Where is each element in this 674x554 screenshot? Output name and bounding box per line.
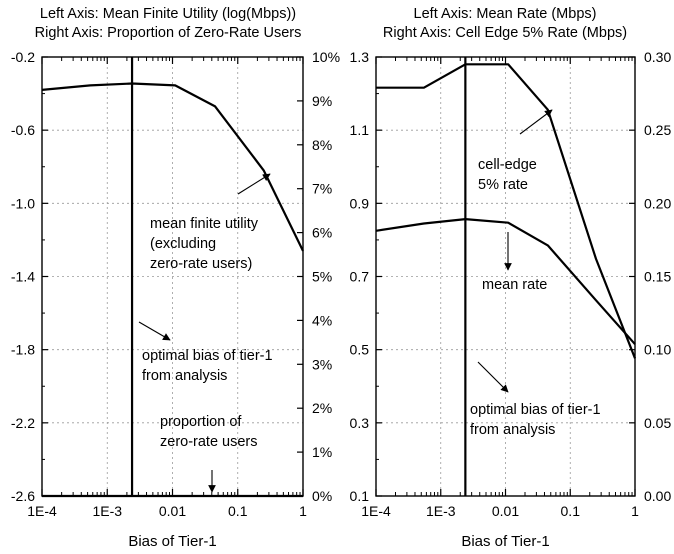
panel2-annotation-3-text: from analysis — [470, 422, 555, 438]
panel1-annotation-2-text: optimal bias of tier-1 — [142, 348, 273, 364]
panel2-series-2-line — [376, 63, 637, 359]
panel2-x-tick-label: 0.01 — [492, 503, 519, 519]
right-title-line-2: Right Axis: Cell Edge 5% Rate (Mbps) — [382, 25, 628, 41]
panel1-y2-tick-label: 2% — [312, 400, 332, 416]
panel1-y-tick-label: -2.6 — [11, 488, 35, 504]
panel1-y2-tick-label: 3% — [312, 356, 332, 372]
panel2-y2-tick-label: 0.05 — [644, 415, 671, 431]
panel1-y2-tick-label: 7% — [312, 181, 332, 197]
panel2-x-tick-label: 1 — [631, 503, 639, 519]
panel1-annotation-3-text: proportion of — [160, 414, 242, 430]
panel2-x-tick-label: 1E-4 — [361, 503, 391, 519]
panel2-y-tick-label: 1.3 — [350, 49, 370, 65]
panel1-x-tick-label: 0.01 — [159, 503, 186, 519]
panel2-x-axis-label: Bias of Tier-1 — [461, 533, 549, 550]
panel1-y-tick-label: -0.2 — [11, 49, 35, 65]
panel1-annotation-1-text: (excluding — [150, 236, 216, 252]
left-title-line-1: Left Axis: Mean Finite Utility (log(Mbps… — [39, 6, 297, 22]
panel1-x-tick-label: 1 — [299, 503, 307, 519]
panel2-annotation-1-arrow — [519, 109, 553, 135]
panel2-annotation-2-text: mean rate — [482, 277, 547, 293]
panel2-x-tick-label: 1E-3 — [426, 503, 456, 519]
panel2-y-tick-label: 0.7 — [350, 269, 370, 285]
panel2-y-tick-label: 0.9 — [350, 195, 370, 211]
right-title-line-1: Left Axis: Mean Rate (Mbps) — [413, 6, 597, 22]
panel1-x-axis-label: Bias of Tier-1 — [128, 533, 216, 550]
panel1-y2-tick-label: 8% — [312, 137, 332, 153]
panel1-x-tick-label: 1E-3 — [92, 503, 122, 519]
panel1-annotation-2-text: from analysis — [142, 368, 227, 384]
panel2-annotation-1-text: cell-edge — [478, 157, 537, 173]
panel2-annotation-1-text: 5% rate — [478, 177, 528, 193]
panel1-series-1-line — [41, 82, 304, 252]
panel2-y2-tick-label: 0.20 — [644, 195, 671, 211]
panel1-annotation-1-text: zero-rate users) — [150, 256, 252, 272]
panel1-y2-tick-label: 4% — [312, 312, 332, 328]
panel2-y2-tick-label: 0.15 — [644, 269, 671, 285]
panel1-y-tick-label: -0.6 — [11, 122, 35, 138]
panel2-y-tick-label: 0.3 — [350, 415, 370, 431]
panel1-annotation-2-arrow — [138, 321, 171, 341]
left-title-line-2: Right Axis: Proportion of Zero-Rate User… — [34, 25, 302, 41]
panel1-annotation-3-text: zero-rate users — [160, 434, 258, 450]
panel1-annotation-1-arrow — [237, 173, 271, 195]
panel2-y2-tick-label: 0.00 — [644, 488, 671, 504]
panel2-y-tick-label: 0.5 — [350, 342, 370, 358]
panel1-y2-tick-label: 5% — [312, 269, 332, 285]
panel1-y-tick-label: -2.2 — [11, 415, 35, 431]
panel1-y-tick-label: -1.0 — [11, 195, 35, 211]
panel2-y2-tick-label: 0.10 — [644, 342, 671, 358]
panel1-y2-tick-label: 0% — [312, 488, 332, 504]
panel1-y-tick-label: -1.4 — [11, 269, 35, 285]
panel1-x-tick-label: 0.1 — [228, 503, 248, 519]
panel2-annotation-3-text: optimal bias of tier-1 — [470, 402, 601, 418]
panel2-annotation-3-arrow — [477, 361, 509, 393]
panel2-series-1-line — [375, 218, 636, 345]
panel2-x-tick-label: 0.1 — [561, 503, 581, 519]
panel1-y2-tick-label: 10% — [312, 49, 340, 65]
panel2-y-tick-label: 1.1 — [350, 122, 370, 138]
panel1-x-tick-label: 1E-4 — [27, 503, 57, 519]
panel1-y2-tick-label: 6% — [312, 225, 332, 241]
panel1-y2-tick-label: 9% — [312, 93, 332, 109]
panel1-annotation-1-text: mean finite utility — [150, 216, 259, 232]
panel2-y2-tick-label: 0.30 — [644, 49, 671, 65]
panel1-y-tick-label: -1.8 — [11, 342, 35, 358]
panel1-y2-tick-label: 1% — [312, 444, 332, 460]
panel2-y2-tick-label: 0.25 — [644, 122, 671, 138]
panel2-y-tick-label: 0.1 — [350, 488, 370, 504]
